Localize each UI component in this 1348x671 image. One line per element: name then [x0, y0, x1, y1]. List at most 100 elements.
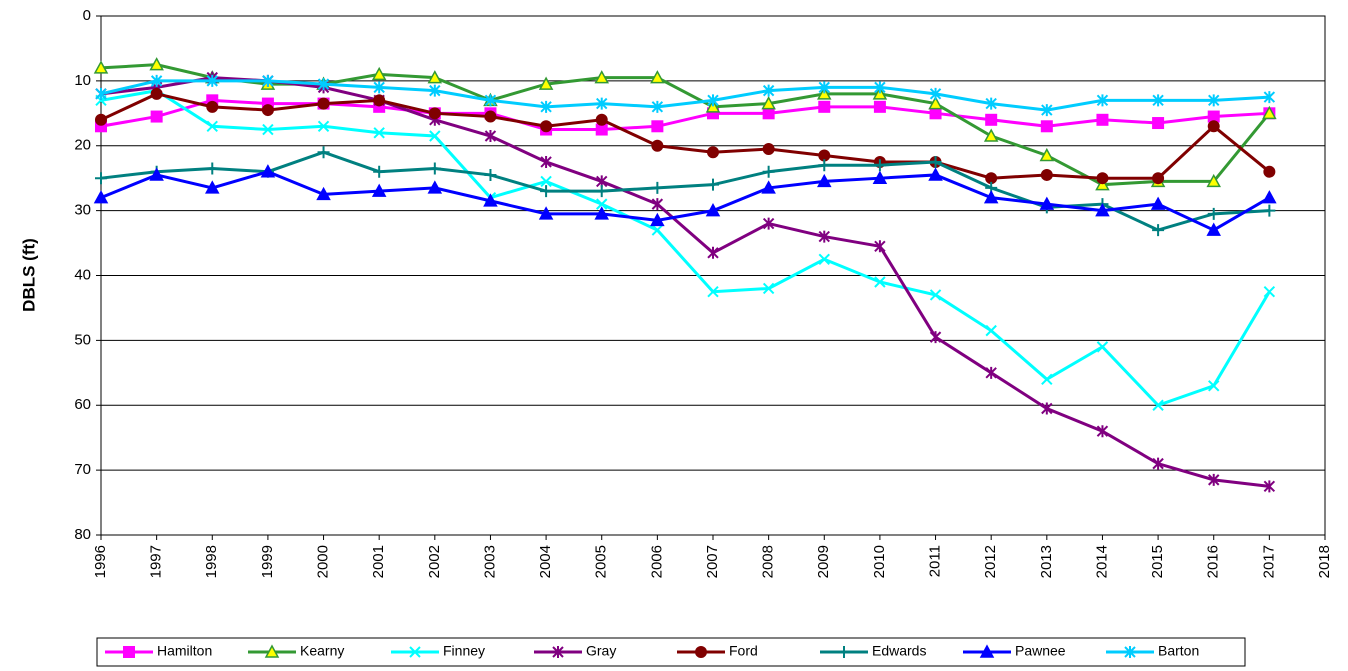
- point: [928, 96, 943, 110]
- point: [651, 120, 664, 133]
- point: [484, 110, 497, 123]
- point: [1263, 165, 1276, 178]
- point: [762, 165, 775, 178]
- point: [1263, 91, 1276, 104]
- point: [762, 282, 775, 295]
- point: [93, 60, 109, 74]
- point: [651, 100, 664, 113]
- legend-marker: [264, 644, 280, 658]
- point: [1207, 207, 1220, 220]
- point: [1041, 104, 1053, 117]
- y-tick-label: 60: [74, 396, 91, 413]
- plot-frame: [100, 15, 1326, 536]
- point: [985, 97, 997, 110]
- point: [983, 128, 999, 142]
- point: [707, 178, 719, 191]
- point: [651, 181, 664, 194]
- point: [317, 97, 330, 110]
- x-tick-label: 2010: [871, 545, 888, 578]
- series-line: [100, 76, 1270, 488]
- point: [651, 224, 664, 236]
- legend-marker: [695, 646, 707, 658]
- point: [95, 172, 107, 185]
- point: [1206, 173, 1221, 188]
- point: [260, 164, 276, 178]
- point: [1041, 402, 1053, 415]
- point: [206, 100, 219, 113]
- point: [818, 253, 830, 265]
- y-axis-label: DBLS (ft): [19, 238, 38, 312]
- x-tick-label: 1997: [148, 545, 165, 578]
- point: [484, 94, 497, 107]
- point: [872, 170, 888, 184]
- point: [262, 74, 274, 87]
- x-tick-label: 2011: [927, 545, 944, 577]
- point: [596, 97, 608, 110]
- x-tick-label: 2004: [537, 545, 554, 578]
- point: [983, 190, 999, 204]
- series-line: [100, 98, 1270, 132]
- point: [594, 70, 609, 84]
- point: [596, 198, 608, 210]
- point: [540, 155, 552, 168]
- point: [707, 286, 719, 298]
- point: [651, 198, 664, 211]
- point: [95, 87, 107, 100]
- point: [761, 96, 776, 110]
- point: [206, 162, 219, 175]
- point: [429, 130, 441, 142]
- point: [317, 120, 330, 132]
- point: [1208, 473, 1220, 486]
- point: [929, 107, 942, 120]
- point: [1096, 172, 1109, 185]
- legend-marker: [979, 644, 995, 658]
- y-tick-label: 20: [74, 137, 91, 154]
- x-tick-label: 2015: [1149, 545, 1166, 578]
- point: [371, 66, 387, 81]
- x-tick-label: 2001: [370, 545, 387, 578]
- legend-label: Pawnee: [1015, 643, 1066, 659]
- point: [873, 100, 886, 113]
- point: [427, 70, 443, 84]
- point: [150, 110, 163, 123]
- point: [874, 240, 886, 253]
- point: [373, 81, 385, 94]
- point: [817, 173, 832, 188]
- point: [761, 180, 776, 194]
- point: [928, 167, 943, 181]
- point: [316, 186, 331, 201]
- point: [93, 190, 109, 204]
- point: [874, 276, 886, 288]
- y-tick-label: 50: [74, 331, 91, 348]
- point: [762, 217, 775, 230]
- x-tick-label: 2009: [815, 545, 832, 578]
- legend-marker: [552, 646, 564, 658]
- point: [261, 104, 274, 117]
- point: [205, 180, 220, 194]
- point: [594, 206, 609, 220]
- point: [373, 165, 386, 178]
- point: [762, 107, 775, 120]
- point: [818, 159, 831, 172]
- point: [1263, 286, 1276, 298]
- point: [1207, 120, 1220, 133]
- point: [1152, 117, 1165, 130]
- x-tick-label: 2012: [982, 545, 999, 578]
- point: [206, 74, 218, 87]
- point: [929, 289, 942, 301]
- point: [1150, 196, 1166, 210]
- point: [317, 78, 330, 91]
- point: [1039, 147, 1055, 162]
- point: [818, 81, 830, 94]
- point: [1040, 120, 1053, 133]
- point: [373, 94, 386, 107]
- point: [651, 139, 664, 152]
- point: [1040, 168, 1053, 181]
- legend-label: Hamilton: [157, 643, 212, 659]
- point: [1263, 204, 1276, 217]
- x-tick-label: 2018: [1316, 545, 1333, 578]
- point: [818, 149, 831, 162]
- y-tick-label: 70: [74, 461, 91, 478]
- point: [650, 70, 665, 84]
